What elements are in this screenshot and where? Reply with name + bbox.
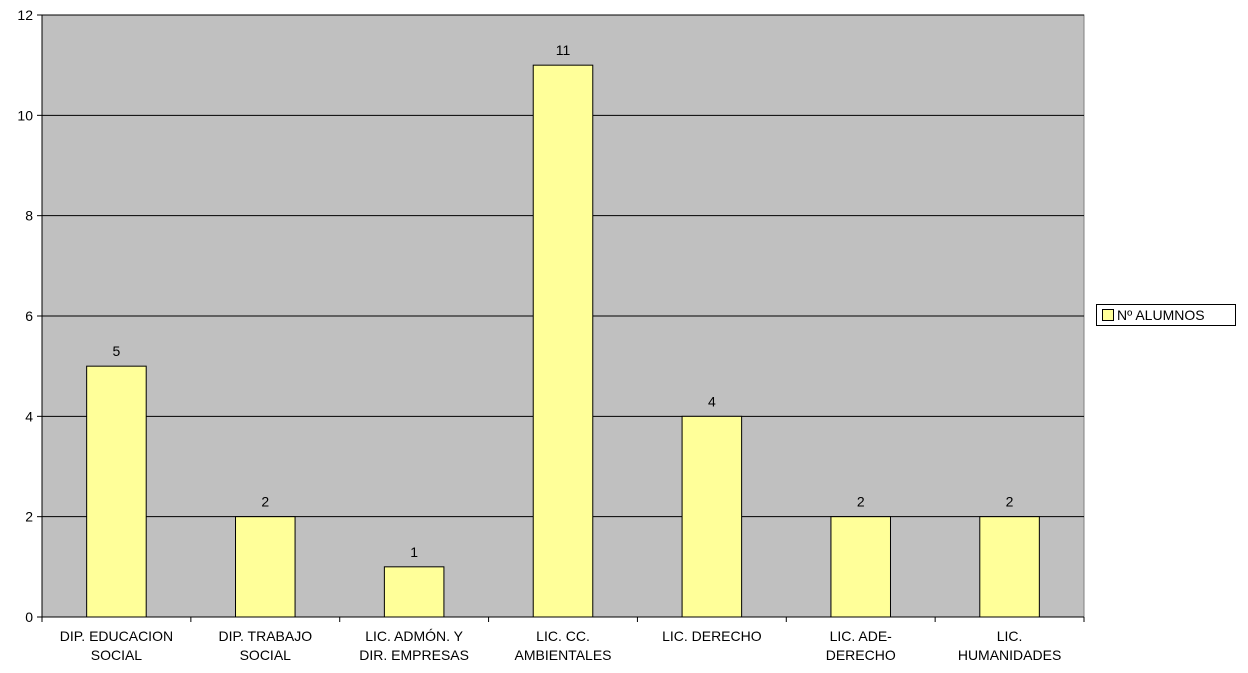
x-category-label: DERECHO <box>826 647 896 663</box>
x-category-label: DIP. TRABAJO <box>218 628 312 644</box>
data-label: 2 <box>261 494 269 510</box>
x-category-label: DIR. EMPRESAS <box>359 647 469 663</box>
x-category-label: DIP. EDUCACION <box>60 628 173 644</box>
bar <box>235 516 296 618</box>
y-tick-label: 6 <box>25 308 33 324</box>
x-category-label: SOCIAL <box>91 647 143 663</box>
data-label: 5 <box>113 343 121 359</box>
bar <box>681 415 743 618</box>
x-category-label: LIC. CC. <box>536 628 590 644</box>
x-category-label: LIC. DERECHO <box>662 628 762 644</box>
data-label: 2 <box>1006 494 1014 510</box>
legend: Nº ALUMNOS <box>1096 304 1236 326</box>
y-tick-label: 4 <box>25 408 33 424</box>
x-category-label: SOCIAL <box>240 647 292 663</box>
data-label: 4 <box>708 393 716 409</box>
y-tick-label: 10 <box>17 107 33 123</box>
y-tick-label: 0 <box>25 609 33 625</box>
y-tick-label: 8 <box>25 208 33 224</box>
y-tick-label: 12 <box>17 7 33 23</box>
bar <box>383 566 445 618</box>
x-category-label: LIC. ADMÓN. Y <box>365 628 463 644</box>
x-category-label: LIC. ADE- <box>830 628 893 644</box>
data-label: 1 <box>410 544 418 560</box>
bar <box>86 365 147 618</box>
legend-swatch <box>1102 309 1114 321</box>
data-label: 2 <box>857 494 865 510</box>
x-category-label: AMBIENTALES <box>515 647 612 663</box>
x-category-label: LIC. <box>997 628 1023 644</box>
bar <box>532 64 594 618</box>
bar <box>979 516 1040 618</box>
y-tick-label: 2 <box>25 509 33 525</box>
legend-label: Nº ALUMNOS <box>1117 307 1205 323</box>
data-label: 11 <box>556 42 571 58</box>
x-category-label: HUMANIDADES <box>958 647 1061 663</box>
bar <box>830 516 891 618</box>
